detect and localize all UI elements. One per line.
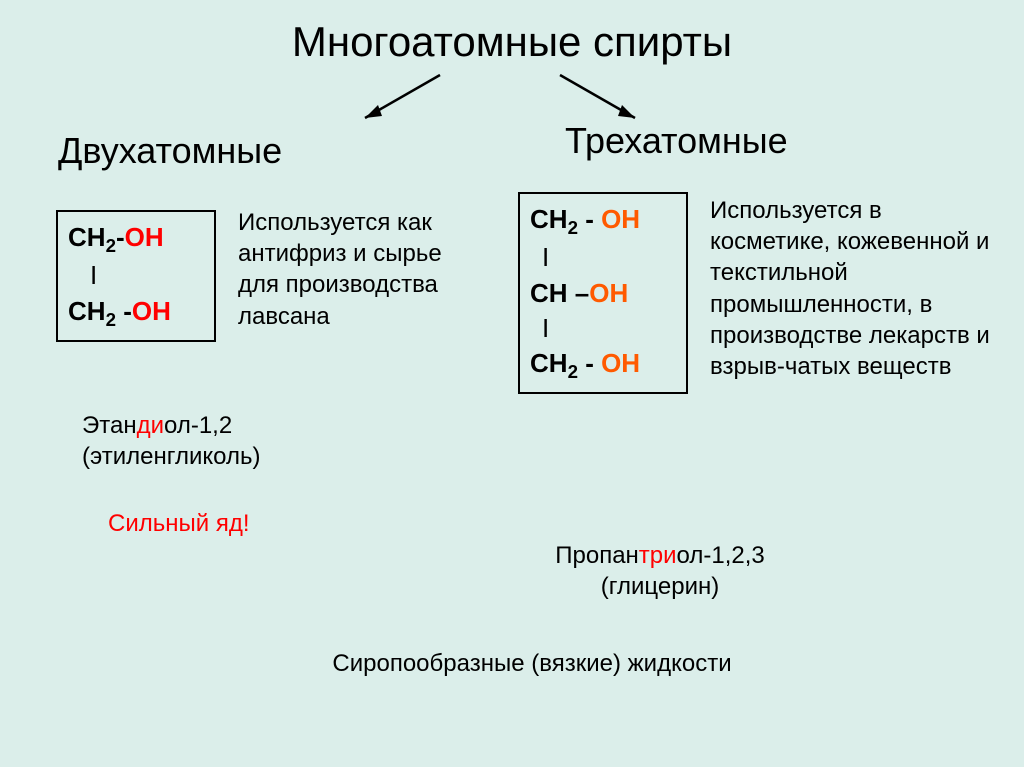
name-propanetriol: Пропантриол-1,2,3 (глицерин) xyxy=(530,540,790,602)
bond-vertical: I xyxy=(530,240,676,275)
sub-2: 2 xyxy=(106,235,116,256)
bond-vertical: I xyxy=(68,258,204,293)
name-paren: (глицерин) xyxy=(601,573,719,600)
sub-2: 2 xyxy=(568,361,578,382)
formula-ethylene-glycol: CH2-OH I CH2 -OH xyxy=(56,210,216,342)
description-right: Используется в косметике, кожевенной и т… xyxy=(710,195,1000,382)
oh-group: OH xyxy=(601,348,640,378)
ch-text: CH xyxy=(530,278,575,308)
sub-2: 2 xyxy=(568,217,578,238)
ch2-text: CH xyxy=(530,348,568,378)
bond-vertical: I xyxy=(530,311,676,346)
arrow-left-icon xyxy=(350,70,450,130)
warning-poison: Сильный яд! xyxy=(108,510,250,538)
name-infix-di: ди xyxy=(137,412,164,439)
ch2-text: CH xyxy=(530,204,568,234)
footer-note: Сиропообразные (вязкие) жидкости xyxy=(0,650,1024,678)
name-post: ол-1,2 xyxy=(164,412,232,439)
oh-group: OH xyxy=(589,278,628,308)
name-post: ол-1,2,3 xyxy=(677,542,765,569)
subtitle-triatomic: Трехатомные xyxy=(565,120,788,162)
name-paren: (этиленгликоль) xyxy=(82,443,260,470)
dash: - xyxy=(116,222,125,252)
dash: – xyxy=(575,278,589,308)
description-left: Используется как антифриз и сырье для пр… xyxy=(238,207,483,332)
name-infix-tri: три xyxy=(639,542,677,569)
sub-2: 2 xyxy=(106,309,116,330)
dash: - xyxy=(116,296,132,326)
ch2-text: CH xyxy=(68,222,106,252)
subtitle-diatomic: Двухатомные xyxy=(58,130,282,172)
name-pre: Пропан xyxy=(555,542,639,569)
oh-group: OH xyxy=(601,204,640,234)
formula-glycerol: CH2 - OH I CH –OH I CH2 - OH xyxy=(518,192,688,394)
name-ethanediol: Этандиол-1,2 (этиленгликоль) xyxy=(82,410,260,472)
oh-group: OH xyxy=(125,222,164,252)
oh-group: OH xyxy=(132,296,171,326)
ch2-text: CH xyxy=(68,296,106,326)
dash: - xyxy=(578,348,601,378)
name-pre: Этан xyxy=(82,412,137,439)
dash: - xyxy=(578,204,601,234)
main-title: Многоатомные спирты xyxy=(0,18,1024,66)
